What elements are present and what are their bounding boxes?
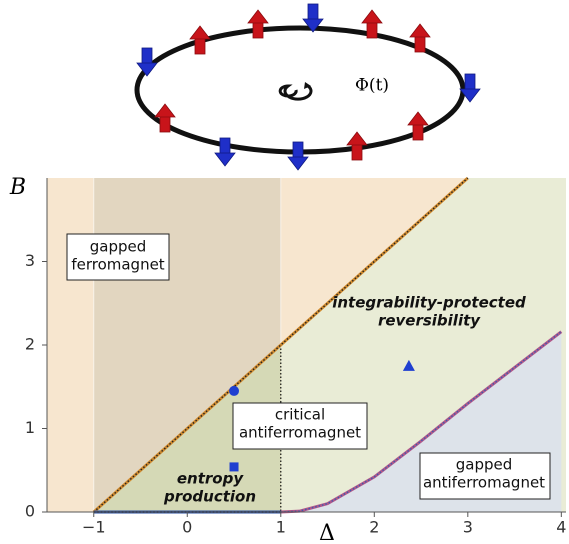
- annotation: critical: [275, 406, 325, 424]
- spin-body: [142, 48, 152, 64]
- annotation: entropy: [177, 470, 244, 488]
- spin-head: [288, 157, 308, 170]
- spin-body: [352, 144, 362, 160]
- spin-head: [155, 104, 175, 117]
- annotation: antiferromagnet: [423, 474, 545, 492]
- spin-head: [190, 26, 210, 39]
- spin-body: [367, 22, 377, 38]
- spin-body: [293, 142, 303, 158]
- marker: [229, 386, 239, 396]
- annotation: gapped: [456, 456, 513, 474]
- x-axis-label: Δ: [319, 521, 335, 544]
- annotation: reversibility: [378, 312, 481, 330]
- spin-ring: Φ(t): [137, 4, 480, 170]
- annotation: gapped: [90, 238, 147, 256]
- spin-body: [415, 36, 425, 52]
- spin-head: [248, 10, 268, 23]
- y-tick-label: 2: [25, 335, 35, 354]
- figure: Φ(t) −1012340123ΔBgappedferromagnetinteg…: [0, 0, 569, 544]
- x-tick-label: 1: [276, 518, 286, 537]
- spin-body: [160, 116, 170, 132]
- y-tick-label: 3: [25, 251, 35, 270]
- x-tick-label: 4: [556, 518, 566, 537]
- spin-up: [248, 10, 268, 38]
- x-tick-label: −1: [82, 518, 106, 537]
- y-tick-label: 0: [25, 502, 35, 521]
- annotation: production: [163, 488, 256, 506]
- spin-head: [362, 10, 382, 23]
- annotation: antiferromagnet: [239, 424, 361, 442]
- annotation: integrability-protected: [332, 294, 526, 312]
- spin-head: [408, 112, 428, 125]
- spin-down: [288, 142, 308, 170]
- spin-body: [413, 124, 423, 140]
- spin-body: [220, 138, 230, 154]
- spin-head: [410, 24, 430, 37]
- spin-body: [308, 4, 318, 20]
- x-tick-label: 2: [369, 518, 379, 537]
- annotation: ferromagnet: [71, 256, 164, 274]
- spin-body: [253, 22, 263, 38]
- spin-body: [195, 38, 205, 54]
- spin-body: [465, 74, 475, 90]
- y-axis-label: B: [9, 175, 26, 200]
- flux-label: Φ(t): [355, 76, 389, 96]
- spin-head: [215, 153, 235, 166]
- spin-head: [347, 132, 367, 145]
- y-tick-label: 1: [25, 418, 35, 437]
- x-tick-label: 0: [182, 518, 192, 537]
- x-tick-label: 3: [463, 518, 473, 537]
